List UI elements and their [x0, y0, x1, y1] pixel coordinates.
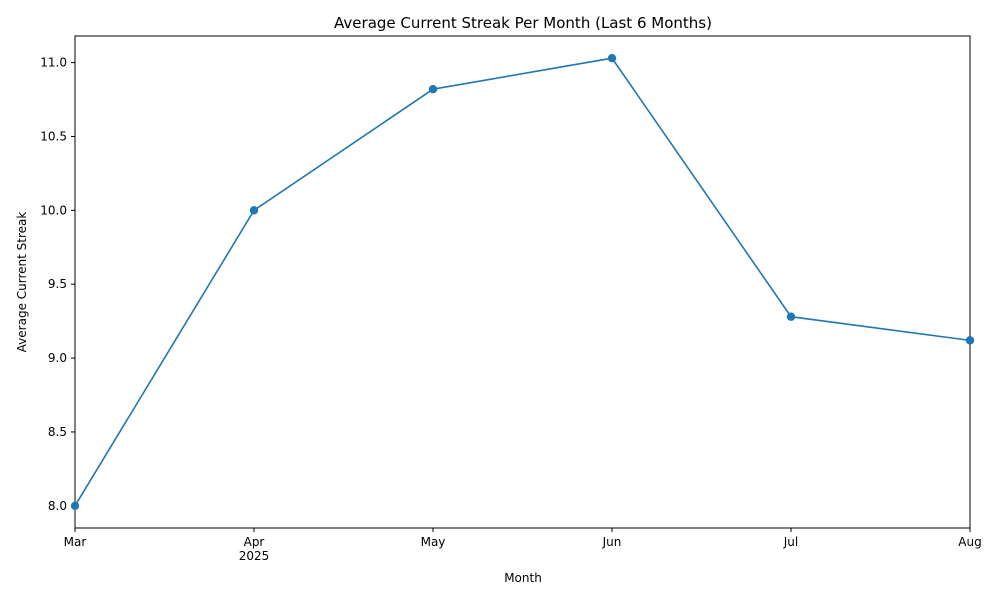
data-point — [249, 206, 259, 215]
data-point — [965, 336, 975, 345]
data-point — [70, 501, 80, 511]
y-tick-label: 10.0 — [40, 203, 67, 217]
series-line — [74, 57, 971, 507]
y-tick-label: 9.5 — [48, 277, 67, 291]
plot-area: 8.0 8.5 9.0 9.5 10.0 10.5 11.0 Mar Apr May Jun Jul A… — [40, 35, 982, 563]
x-tick-label: Mar — [64, 535, 87, 549]
y-axis-label: Average Current Streak — [15, 212, 29, 353]
plot-frame — [74, 35, 971, 529]
x-year-label: 2025 — [239, 549, 270, 563]
y-tick-label: 8.5 — [48, 425, 67, 439]
x-tick-label: Apr — [244, 535, 265, 549]
y-tick-label: 9.0 — [48, 351, 67, 365]
x-tick-label: Aug — [958, 535, 981, 549]
y-tick-label: 8.0 — [48, 499, 67, 513]
x-tick-label: May — [421, 535, 446, 549]
y-tick-label: 11.0 — [40, 56, 67, 70]
data-point — [428, 84, 438, 94]
x-tick-label: Jul — [783, 535, 798, 549]
x-axis-label: Month — [504, 571, 542, 585]
data-point — [786, 312, 796, 321]
data-point — [607, 53, 617, 63]
chart-title: Average Current Streak Per Month (Last 6… — [334, 14, 712, 32]
x-tick-label: Jun — [602, 535, 622, 549]
y-tick-label: 10.5 — [40, 129, 67, 143]
